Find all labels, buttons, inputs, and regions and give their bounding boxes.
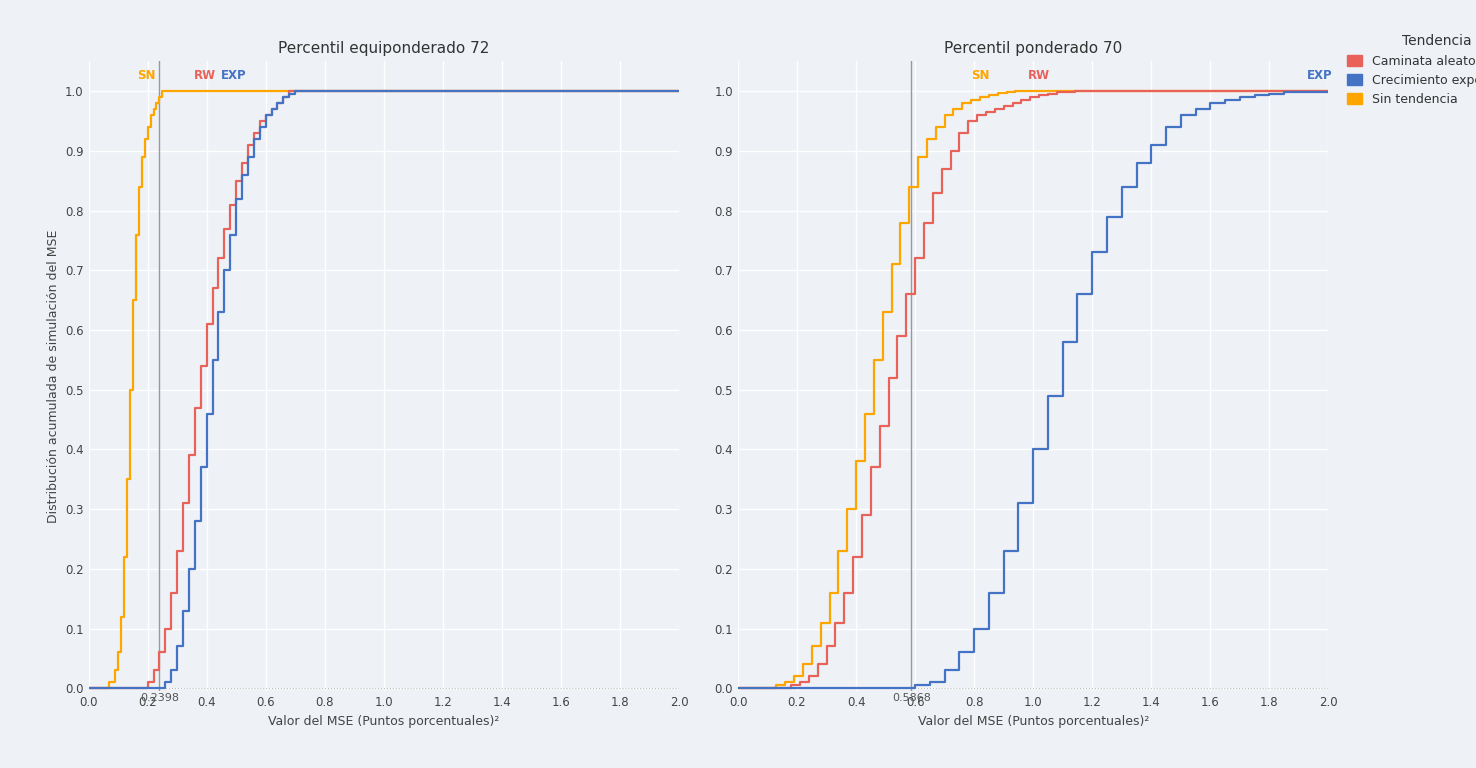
X-axis label: Valor del MSE (Puntos porcentuales)²: Valor del MSE (Puntos porcentuales)²: [269, 714, 499, 727]
Text: EXP: EXP: [1306, 69, 1333, 82]
Text: EXP: EXP: [220, 69, 246, 82]
Legend: Caminata aleatoria, Crecimiento exponencial, Sin tendencia: Caminata aleatoria, Crecimiento exponenc…: [1342, 29, 1476, 111]
Text: SN: SN: [137, 69, 155, 82]
Title: Percentil equiponderado 72: Percentil equiponderado 72: [277, 41, 490, 56]
Text: 0.5868: 0.5868: [892, 693, 931, 703]
Y-axis label: Distribución acumulada de simulación del MSE: Distribución acumulada de simulación del…: [47, 230, 59, 523]
Text: RW: RW: [1029, 69, 1049, 82]
Text: 0.2398: 0.2398: [140, 693, 179, 703]
Text: RW: RW: [195, 69, 215, 82]
Text: SN: SN: [971, 69, 989, 82]
Title: Percentil ponderado 70: Percentil ponderado 70: [945, 41, 1122, 56]
X-axis label: Valor del MSE (Puntos porcentuales)²: Valor del MSE (Puntos porcentuales)²: [918, 714, 1148, 727]
